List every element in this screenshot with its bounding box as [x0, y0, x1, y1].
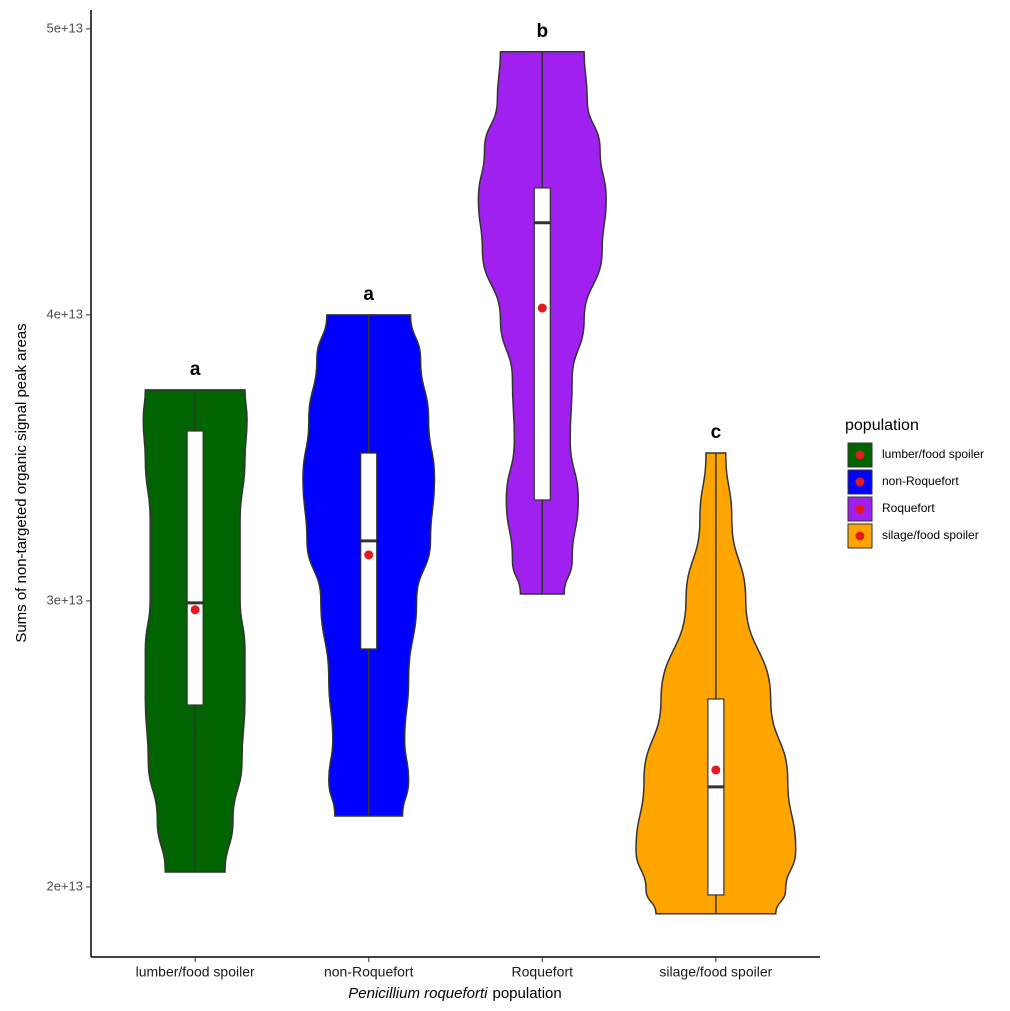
x-tick-label: lumber/food spoiler: [136, 964, 255, 980]
x-tick-label: Roquefort: [512, 964, 574, 980]
group-letter: a: [363, 284, 374, 305]
legend-key-point: [855, 477, 865, 487]
y-tick-label: 3e+13: [46, 592, 83, 607]
mean-point: [190, 605, 200, 615]
x-axis-title-text: population: [493, 985, 562, 1002]
y-tick-label: 5e+13: [46, 20, 83, 35]
x-axis-title-italic: Penicillium roqueforti: [348, 985, 488, 1002]
x-axis-title: Penicillium roqueforti population: [348, 985, 561, 1002]
legend-key-point: [855, 531, 865, 541]
legend-label: lumber/food spoiler: [882, 447, 984, 461]
box: [186, 430, 204, 706]
group-letter: b: [536, 21, 548, 42]
legend-label: silage/food spoiler: [882, 528, 979, 542]
x-tick-label: non-Roquefort: [324, 964, 414, 980]
box: [707, 698, 725, 896]
legend-label: Roquefort: [882, 501, 935, 515]
y-axis-title: Sums of non-targeted organic signal peak…: [13, 323, 30, 642]
y-tick-label: 2e+13: [46, 878, 83, 893]
mean-point: [537, 303, 547, 313]
group-letter: a: [190, 359, 201, 380]
mean-point: [711, 765, 721, 775]
legend-title: population: [845, 417, 919, 434]
box: [533, 187, 551, 501]
legend-key-point: [855, 450, 865, 460]
y-tick-label: 4e+13: [46, 306, 83, 321]
legend-label: non-Roquefort: [882, 474, 959, 488]
group-letter: c: [711, 422, 722, 443]
legend-key-point: [855, 504, 865, 514]
x-tick-label: silage/food spoiler: [659, 964, 772, 980]
mean-point: [364, 550, 374, 560]
